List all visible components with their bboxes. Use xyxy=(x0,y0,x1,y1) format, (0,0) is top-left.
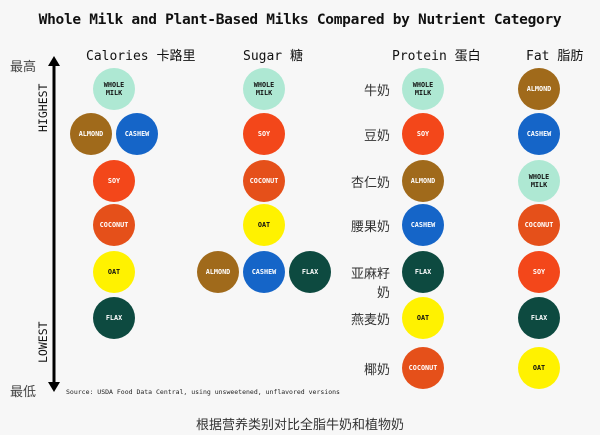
milk-circle-label: COCONUT xyxy=(99,221,129,229)
milk-circle-coconut: COCONUT xyxy=(93,204,135,246)
milk-circle-soy: SOY xyxy=(93,160,135,202)
milk-circle-oat: OAT xyxy=(518,347,560,389)
milk-circle-cashew: CASHEW xyxy=(243,251,285,293)
milk-circle-label: SOY xyxy=(257,130,271,138)
milk-circle-soy: SOY xyxy=(243,113,285,155)
milk-circle-label: FLAX xyxy=(530,314,548,322)
axis-bottom-label: 最低 xyxy=(10,385,37,400)
milk-circle-label: ALMOND xyxy=(78,130,104,138)
milk-circle-soy: SOY xyxy=(518,251,560,293)
source-note: Source: USDA Food Data Central, using un… xyxy=(66,388,340,396)
column-header-zh: 蛋白 xyxy=(454,49,481,64)
milk-circle-label: OAT xyxy=(416,314,430,322)
milk-circle-label: ALMOND xyxy=(410,177,436,185)
column-header-zh: 糖 xyxy=(289,49,303,64)
milk-circle-label: ALMOND xyxy=(526,85,552,93)
column-header-en: Calories xyxy=(86,49,149,64)
page-subtitle: 根据营养类别对比全脂牛奶和植物奶 xyxy=(0,414,600,433)
column-header-en: Protein xyxy=(392,49,447,64)
milk-circle-label: WHOLE MILK xyxy=(528,173,550,189)
milk-circle-coconut: COCONUT xyxy=(518,204,560,246)
milk-circle-label: CASHEW xyxy=(526,130,552,138)
milk-circle-oat: OAT xyxy=(402,297,444,339)
subtitle-text: 根据营养类别对比全脂牛奶和植物奶 xyxy=(195,418,404,433)
milk-circle-flax: FLAX xyxy=(289,251,331,293)
protein-row-label: 燕麦奶 xyxy=(350,313,390,328)
column-header-en: Fat xyxy=(526,49,550,64)
column-header-calories: Calories 卡路里 xyxy=(86,45,195,64)
column-header-protein: Protein 蛋白 xyxy=(392,45,481,64)
milk-circle-flax: FLAX xyxy=(518,297,560,339)
protein-row-label: 牛奶 xyxy=(363,84,390,99)
milk-circle-soy: SOY xyxy=(402,113,444,155)
milk-circle-label: SOY xyxy=(107,177,121,185)
milk-circle-cashew: CASHEW xyxy=(518,113,560,155)
column-header-sugar: Sugar 糖 xyxy=(243,45,303,64)
milk-circle-cashew: CASHEW xyxy=(116,113,158,155)
column-header-zh: 卡路里 xyxy=(156,49,196,64)
milk-circle-label: FLAX xyxy=(414,268,432,276)
milk-circle-label: CASHEW xyxy=(251,268,277,276)
milk-circle-flax: FLAX xyxy=(93,297,135,339)
protein-row-label: 亚麻籽奶 xyxy=(350,267,390,301)
milk-circle-whole-milk: WHOLE MILK xyxy=(518,160,560,202)
milk-circle-label: OAT xyxy=(257,221,271,229)
protein-row-label: 腰果奶 xyxy=(350,220,390,235)
milk-circle-label: CASHEW xyxy=(410,221,436,229)
ranking-arrow-icon xyxy=(48,56,60,392)
milk-circle-whole-milk: WHOLE MILK xyxy=(243,68,285,110)
milk-circle-label: WHOLE MILK xyxy=(253,81,275,97)
milk-circle-almond: ALMOND xyxy=(197,251,239,293)
milk-circle-label: OAT xyxy=(532,364,546,372)
milk-circle-oat: OAT xyxy=(243,204,285,246)
milk-circle-cashew: CASHEW xyxy=(402,204,444,246)
milk-circle-coconut: COCONUT xyxy=(402,347,444,389)
milk-circle-oat: OAT xyxy=(93,251,135,293)
axis-top-label: 最高 xyxy=(10,60,37,75)
milk-circle-label: SOY xyxy=(416,130,430,138)
milk-circle-label: FLAX xyxy=(105,314,123,322)
column-header-fat: Fat 脂肪 xyxy=(526,45,583,64)
milk-circle-label: COCONUT xyxy=(524,221,554,229)
column-header-zh: 脂肪 xyxy=(557,49,584,64)
milk-circle-almond: ALMOND xyxy=(70,113,112,155)
page-title: Whole Milk and Plant-Based Milks Compare… xyxy=(38,12,562,28)
milk-circle-label: COCONUT xyxy=(249,177,279,185)
milk-circle-label: WHOLE MILK xyxy=(103,81,125,97)
milk-circle-flax: FLAX xyxy=(402,251,444,293)
milk-circle-label: WHOLE MILK xyxy=(412,81,434,97)
milk-circle-label: COCONUT xyxy=(408,364,438,372)
milk-circle-almond: ALMOND xyxy=(402,160,444,202)
milk-circle-label: OAT xyxy=(107,268,121,276)
protein-row-label: 杏仁奶 xyxy=(350,176,390,191)
milk-circle-label: ALMOND xyxy=(205,268,231,276)
milk-circle-whole-milk: WHOLE MILK xyxy=(402,68,444,110)
milk-circle-label: FLAX xyxy=(301,268,319,276)
milk-circle-label: CASHEW xyxy=(124,130,150,138)
column-header-en: Sugar xyxy=(243,49,283,64)
protein-row-label: 椰奶 xyxy=(363,363,390,378)
protein-row-label: 豆奶 xyxy=(363,129,390,144)
milk-circle-almond: ALMOND xyxy=(518,68,560,110)
milk-circle-whole-milk: WHOLE MILK xyxy=(93,68,135,110)
milk-circle-coconut: COCONUT xyxy=(243,160,285,202)
milk-circle-label: SOY xyxy=(532,268,546,276)
